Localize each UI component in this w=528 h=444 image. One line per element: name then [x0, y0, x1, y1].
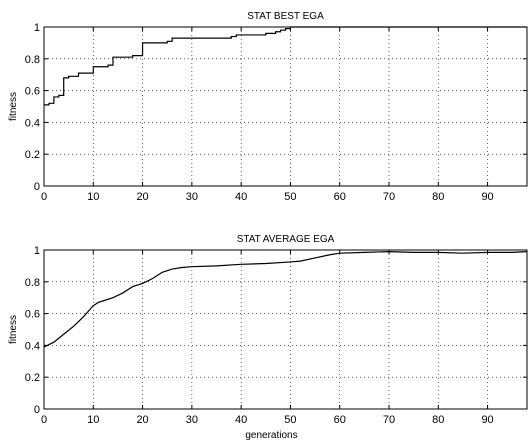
y-tick-label: 0.6 [25, 86, 40, 98]
y-tick-label: 0 [34, 404, 40, 416]
x-tick-label: 0 [41, 414, 47, 426]
series-line [44, 26, 527, 106]
y-tick-label: 0.2 [25, 149, 40, 161]
y-tick-label: 0.8 [25, 277, 40, 289]
x-tick-label: 60 [334, 414, 346, 426]
x-tick-label: 70 [383, 414, 395, 426]
plot-frame [43, 26, 528, 187]
x-tick-label: 90 [481, 191, 493, 203]
chart-title: STAT BEST EGA [247, 11, 324, 22]
x-tick-label: 80 [432, 191, 444, 203]
x-tick-label: 70 [383, 191, 395, 203]
x-tick-label: 60 [334, 191, 346, 203]
chart-title: STAT AVERAGE EGA [237, 234, 335, 245]
chart-stat-average: STAT AVERAGE EGA fitness generations 0 10… [8, 234, 528, 441]
y-tick-label: 0.2 [25, 372, 40, 384]
x-tick-label: 20 [136, 414, 148, 426]
y-tick-label: 0.4 [25, 340, 40, 352]
plot-frame [43, 249, 528, 410]
y-axis-label: fitness [8, 92, 19, 121]
x-tick-label: 50 [284, 414, 296, 426]
x-axis-label: generations [245, 430, 297, 441]
series-line [43, 250, 528, 348]
x-tick-label: 40 [235, 191, 247, 203]
x-tick-label: 50 [284, 191, 296, 203]
x-tick-label: 90 [481, 414, 493, 426]
x-tick-label: 10 [87, 414, 99, 426]
y-tick-label: 0.4 [25, 117, 40, 129]
y-tick-label: 0.6 [25, 309, 40, 321]
x-tick-label: 0 [41, 191, 47, 203]
x-tick-label: 30 [186, 191, 198, 203]
y-tick-label: 1 [34, 245, 40, 257]
y-axis-label: fitness [8, 315, 19, 344]
x-tick-label: 10 [87, 191, 99, 203]
y-tick-label: 0 [34, 181, 40, 193]
x-tick-label: 20 [136, 191, 148, 203]
chart-stat-best: STAT BEST EGA fitness 0 10 20 30 40 50 60 70 80 9… [8, 11, 528, 203]
x-tick-label: 30 [186, 414, 198, 426]
x-tick-label: 80 [432, 414, 444, 426]
x-tick-label: 40 [235, 414, 247, 426]
y-tick-label: 0.8 [25, 54, 40, 66]
y-tick-label: 1 [34, 22, 40, 34]
